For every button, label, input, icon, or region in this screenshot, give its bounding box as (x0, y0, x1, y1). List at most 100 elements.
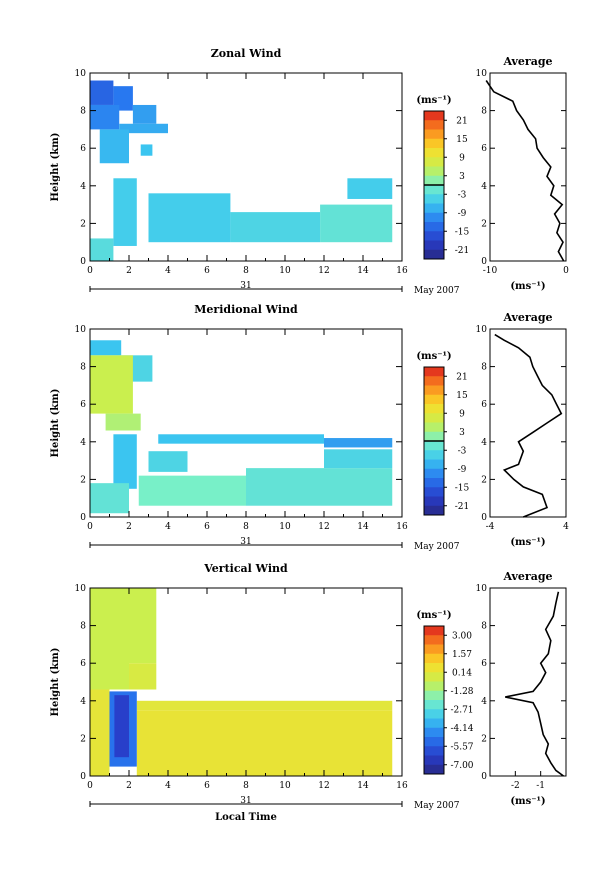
colorbar-segment (424, 138, 444, 149)
colorbar-segment (424, 404, 444, 414)
heatmap-cell (90, 588, 129, 690)
colorbar-label: 15 (456, 391, 468, 401)
average-x-tick-label: 0 (563, 266, 569, 276)
y-axis-label: Height (km) (50, 389, 61, 458)
y-tick-label: 10 (75, 325, 87, 335)
average-y-tick-label: 4 (481, 697, 487, 707)
colorbar-segment (424, 644, 444, 655)
colorbar-segment (424, 755, 444, 766)
colorbar-segment (424, 496, 444, 507)
heatmap-cell (105, 413, 141, 431)
average-y-tick-label: 0 (481, 257, 487, 267)
panel-2: Meridional Wind Height (km) 0 2 4 6 8 10 12 14 16 0… (50, 303, 569, 552)
heatmap-cell (113, 434, 137, 489)
colorbar-segment (424, 111, 444, 121)
y-tick-label: 4 (80, 182, 86, 192)
x-tick-label: 4 (165, 522, 171, 532)
x-tick-label: 14 (357, 266, 369, 276)
heatmap-cell (246, 468, 393, 506)
average-unit: (ms⁻¹) (510, 537, 545, 548)
colorbar-segment (424, 231, 444, 241)
x-tick-label: 12 (318, 522, 329, 532)
colorbar-segment (424, 441, 444, 451)
colorbar-label: 21 (456, 372, 467, 382)
colorbar-segment (424, 505, 444, 516)
colorbar-label: -3 (458, 190, 467, 200)
date-tick-label: 31 (240, 537, 251, 547)
y-tick-label: 8 (80, 107, 86, 117)
x-tick-label: 12 (318, 781, 329, 791)
date-tick-label: 31 (240, 281, 251, 291)
colorbar-segment (424, 468, 444, 479)
colorbar-segment (424, 459, 444, 470)
colorbar-segment (424, 718, 444, 729)
colorbar-label: -15 (455, 227, 470, 237)
x-tick-label: 16 (396, 522, 408, 532)
x-tick-label: 6 (204, 781, 210, 791)
y-tick-label: 0 (80, 513, 86, 523)
colorbar-segment (424, 450, 444, 460)
average-profile-line (485, 80, 565, 262)
y-axis-label: Height (km) (50, 648, 61, 717)
colorbar-label: 1.57 (452, 650, 472, 660)
heatmap-cell (90, 355, 133, 414)
average-frame (489, 328, 567, 518)
average-y-tick-label: 4 (481, 438, 487, 448)
average-x-tick-label: -10 (483, 266, 498, 276)
colorbar-label: -4.14 (450, 724, 473, 734)
average-title: Average (502, 55, 552, 68)
colorbar-segment (424, 422, 444, 433)
x-tick-label: 12 (318, 266, 329, 276)
colorbar-label: -9 (458, 209, 467, 219)
heatmap-cell (136, 710, 393, 776)
average-y-tick-label: 2 (481, 734, 487, 744)
average-y-tick-label: 0 (481, 772, 487, 782)
colorbar-segment (424, 240, 444, 251)
heatmap-cell (113, 178, 137, 246)
colorbar-segment (424, 700, 444, 710)
x-tick-label: 0 (87, 781, 93, 791)
average-unit: (ms⁻¹) (510, 796, 545, 807)
x-tick-label: 2 (126, 266, 132, 276)
colorbar-segment (424, 157, 444, 167)
colorbar-segment (424, 635, 444, 645)
average-y-tick-label: 0 (481, 513, 487, 523)
colorbar-segment (424, 367, 444, 377)
average-x-tick-label: -2 (511, 781, 520, 791)
x-tick-label: 2 (126, 522, 132, 532)
heatmap-cell (90, 340, 122, 356)
x-tick-label: 14 (357, 522, 369, 532)
x-tick-label: 8 (243, 781, 249, 791)
heatmap-cell (90, 104, 120, 130)
average-profile-line (505, 591, 564, 777)
date-label: May 2007 (414, 801, 460, 811)
date-label: May 2007 (414, 542, 460, 552)
colorbar-unit: (ms⁻¹) (416, 95, 451, 106)
x-tick-label: 16 (396, 266, 408, 276)
x-tick-label: 0 (87, 522, 93, 532)
y-tick-label: 8 (80, 622, 86, 632)
colorbar-segment (424, 194, 444, 204)
colorbar-segment (424, 203, 444, 214)
heatmap-cell (119, 123, 168, 134)
colorbar-label: -7.00 (450, 761, 473, 771)
colorbar-segment (424, 175, 444, 186)
y-tick-label: 4 (80, 697, 86, 707)
panel-3: Vertical Wind Height (km) 0 2 4 6 8 10 12 14 16 0 2 4… (50, 562, 567, 823)
average-y-tick-label: 8 (481, 363, 487, 373)
colorbar-segment (424, 764, 444, 775)
heatmap-cell (113, 86, 133, 111)
average-y-tick-label: 2 (481, 475, 487, 485)
heatmap-cell (136, 700, 393, 711)
colorbar-label: 3 (459, 428, 465, 438)
colorbar-segment (424, 249, 444, 260)
colorbar-segment (424, 376, 444, 386)
heatmap-cell (148, 451, 188, 472)
colorbar-label: 21 (456, 116, 467, 126)
colorbar-segment (424, 690, 444, 701)
heatmap-cell (347, 178, 393, 199)
y-tick-label: 4 (80, 438, 86, 448)
heatmap-cell (132, 104, 157, 124)
x-tick-label: 4 (165, 781, 171, 791)
